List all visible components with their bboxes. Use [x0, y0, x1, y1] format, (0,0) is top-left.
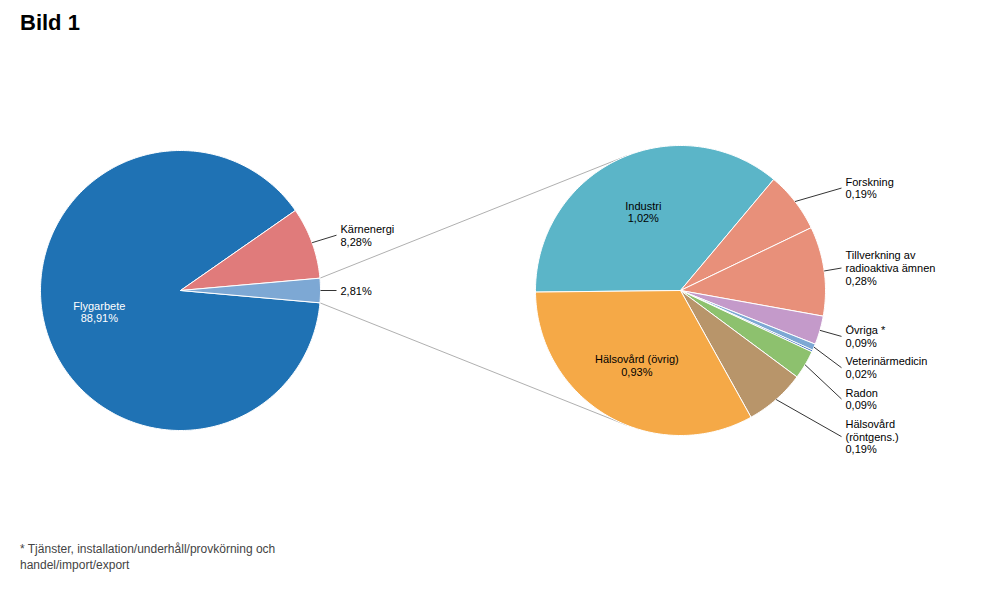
html-text:* Tjänster, installation/under: * Tjänster, installation/underhåll/provk… — [20, 542, 276, 572]
svg-text:Tillverkning avradioaktiva ämn: Tillverkning avradioaktiva ämnen0,28% — [846, 249, 936, 286]
svg-text:Veterinärmedicin0,02%: Veterinärmedicin0,02% — [846, 355, 928, 380]
svg-text:Radon0,09%: Radon0,09% — [846, 387, 878, 412]
svg-text:Flygarbete88,91%: Flygarbete88,91% — [73, 300, 125, 325]
svg-text:Övriga *0,09%: Övriga *0,09% — [846, 324, 886, 349]
svg-text:Industri1,02%: Industri1,02% — [625, 200, 661, 225]
html-text:Bild 1: Bild 1 — [20, 10, 80, 35]
svg-text:Forskning0,19%: Forskning0,19% — [846, 176, 894, 201]
svg-text:Hälsovård(röntgens.)0,19%: Hälsovård(röntgens.)0,19% — [846, 418, 899, 455]
svg-text:Kärnenergi8,28%: Kärnenergi8,28% — [341, 223, 395, 248]
svg-text:2,81%: 2,81% — [341, 285, 372, 297]
svg-text:Hälsovård (övrig)0,93%: Hälsovård (övrig)0,93% — [595, 353, 679, 378]
